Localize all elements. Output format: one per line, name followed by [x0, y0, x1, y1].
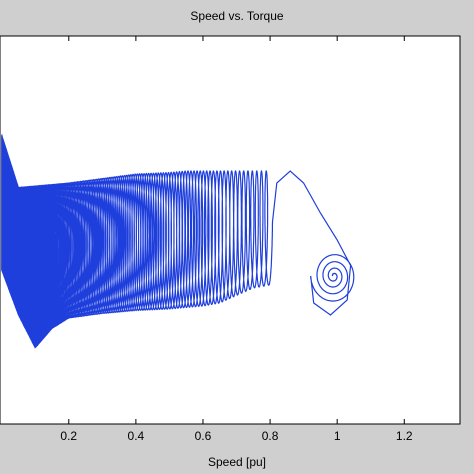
x-tick-label: 0.2 — [60, 429, 77, 443]
series-layer — [1, 133, 355, 349]
x-tick-label: 1 — [334, 429, 341, 443]
x-tick-label: 0.4 — [128, 429, 145, 443]
x-tick-label: 1.2 — [396, 429, 413, 443]
x-tick-label: 0.8 — [262, 429, 279, 443]
speed-torque-line — [1, 133, 355, 349]
x-axis-label: Speed [pu] — [208, 455, 266, 469]
x-tick-label: 0.6 — [195, 429, 212, 443]
chart-title: Speed vs. Torque — [190, 9, 284, 23]
x-axis: 0.2 0.4 0.6 0.8 1 1.2 — [60, 36, 413, 443]
